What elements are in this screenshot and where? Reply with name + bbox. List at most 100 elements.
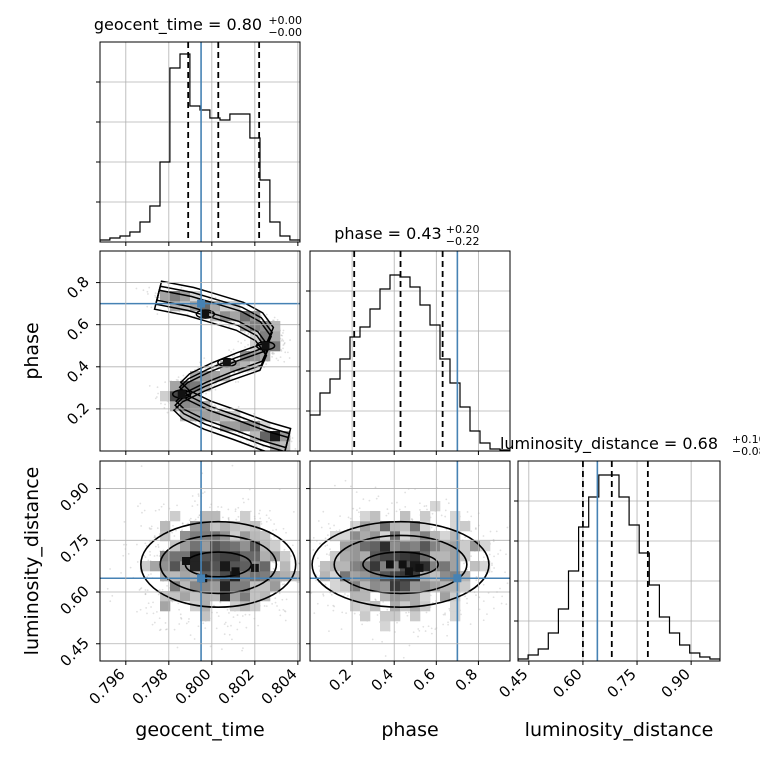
density-cell xyxy=(450,561,461,572)
density-cell xyxy=(220,311,231,322)
density-cell xyxy=(440,531,451,542)
sample-point xyxy=(149,528,151,530)
y-tick-label: 0.75 xyxy=(56,530,92,566)
sample-point xyxy=(231,377,234,379)
joint-content xyxy=(100,461,335,661)
sample-point xyxy=(231,355,234,358)
sample-point xyxy=(265,520,268,523)
density-cell xyxy=(240,551,251,562)
sample-point xyxy=(152,601,154,604)
density-cell xyxy=(240,351,251,362)
sample-point xyxy=(444,613,446,616)
sample-point xyxy=(291,544,294,547)
density-cell xyxy=(260,531,271,542)
sample-point xyxy=(177,602,180,605)
sample-point xyxy=(425,505,428,507)
sample-point xyxy=(317,571,319,573)
sample-point xyxy=(307,602,309,604)
sample-point xyxy=(186,313,189,316)
density-cell xyxy=(160,551,171,562)
density-cell xyxy=(350,601,361,612)
sample-point xyxy=(478,596,481,599)
title-minus: −0.22 xyxy=(446,235,480,248)
sample-point xyxy=(197,495,200,497)
density-cell xyxy=(170,511,181,522)
x-tick-label: 0.2 xyxy=(325,665,355,695)
density-cell xyxy=(330,571,341,582)
density-cell xyxy=(420,551,431,562)
sample-point xyxy=(149,550,151,553)
sample-point xyxy=(355,491,358,494)
sample-point xyxy=(150,573,152,575)
sample-point xyxy=(176,646,179,649)
density-cell xyxy=(190,531,201,542)
sample-point xyxy=(129,566,132,569)
sample-point xyxy=(106,587,109,590)
sample-point xyxy=(273,316,276,319)
sample-point xyxy=(187,620,190,623)
density-cell xyxy=(220,591,231,602)
sample-point xyxy=(144,556,147,559)
density-cell xyxy=(420,581,431,592)
sample-point xyxy=(324,537,327,540)
density-cell xyxy=(470,541,481,552)
sample-point xyxy=(391,502,393,505)
sample-point xyxy=(243,339,246,342)
sample-point xyxy=(294,448,297,450)
sample-point xyxy=(300,570,302,572)
sample-point xyxy=(277,359,280,362)
density-cell xyxy=(330,561,341,572)
sample-point xyxy=(172,524,174,527)
sample-point xyxy=(228,325,230,327)
sample-point xyxy=(259,517,262,520)
density-cell xyxy=(280,441,291,451)
sample-point xyxy=(333,547,335,549)
sample-point xyxy=(289,339,291,341)
density-cell xyxy=(240,521,251,532)
sample-point xyxy=(227,517,230,520)
sample-point xyxy=(273,352,275,355)
sample-point xyxy=(474,528,477,531)
sample-point xyxy=(236,628,239,631)
title-plus: +0.20 xyxy=(446,223,480,236)
sample-point xyxy=(136,610,138,613)
sample-point xyxy=(491,564,493,566)
truth-marker xyxy=(453,574,462,583)
density-cell xyxy=(400,591,411,602)
sample-point xyxy=(193,638,196,640)
y-tick-label: 0.2 xyxy=(63,399,93,429)
sample-point xyxy=(328,630,330,633)
sample-point xyxy=(329,527,332,530)
sample-point xyxy=(173,628,176,631)
density-cell xyxy=(200,551,211,562)
sample-point xyxy=(109,600,112,603)
density-cell xyxy=(240,601,251,612)
sample-point xyxy=(142,289,145,292)
density-cell xyxy=(280,561,291,572)
sample-point xyxy=(505,603,508,606)
density-peak xyxy=(415,563,424,572)
sample-point xyxy=(282,332,284,334)
density-cell xyxy=(410,611,421,622)
sample-point xyxy=(237,380,240,383)
density-cell xyxy=(260,581,271,592)
sample-point xyxy=(442,623,445,626)
sample-point xyxy=(492,540,495,543)
sample-point xyxy=(589,589,591,591)
density-cell xyxy=(400,601,411,612)
sample-point xyxy=(283,583,286,585)
sample-point xyxy=(123,543,125,546)
sample-point xyxy=(326,544,329,547)
density-cell xyxy=(400,551,411,562)
sample-point xyxy=(283,548,286,551)
density-cell xyxy=(190,591,201,602)
sample-point xyxy=(146,612,148,615)
sample-point xyxy=(422,625,425,628)
sample-point xyxy=(374,486,377,489)
density-cell xyxy=(390,561,401,572)
sample-point xyxy=(470,515,473,518)
sample-point xyxy=(470,555,472,558)
sample-point xyxy=(304,557,306,559)
density-cell xyxy=(170,551,181,562)
density-cell xyxy=(460,581,471,592)
